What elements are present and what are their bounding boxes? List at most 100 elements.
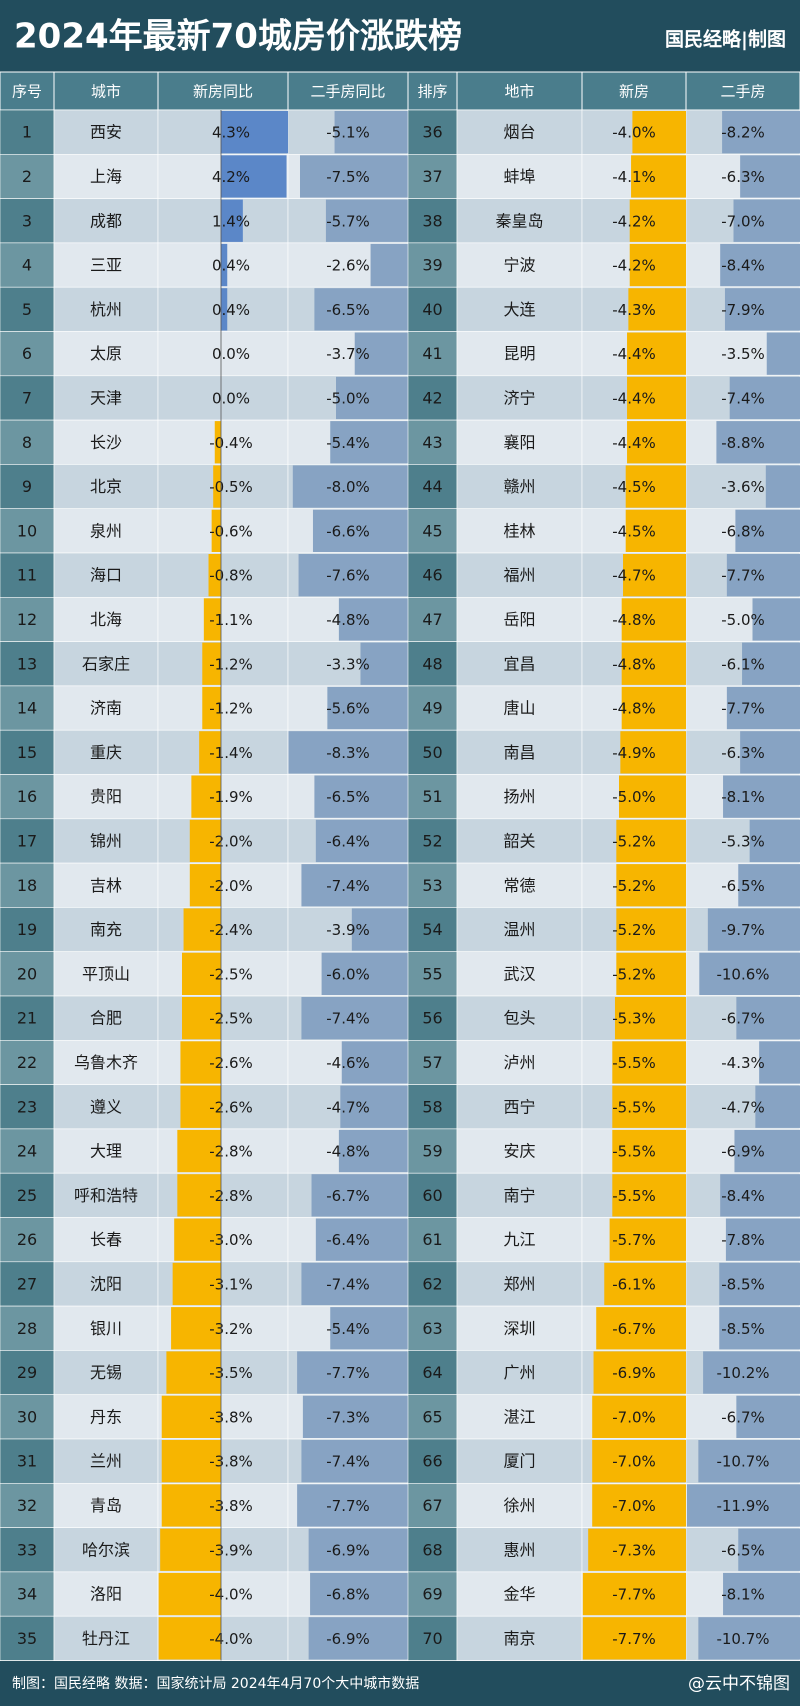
new-home-bar xyxy=(620,731,686,774)
city: 岳阳 xyxy=(503,610,535,629)
city: 郑州 xyxy=(503,1274,535,1293)
cell xyxy=(0,109,55,155)
rank: 24 xyxy=(17,1142,37,1161)
city: 长春 xyxy=(90,1230,122,1249)
column-header: 城市 xyxy=(91,83,121,101)
new-home-bar xyxy=(592,1440,686,1483)
cell xyxy=(456,818,583,864)
new-home-label: 0.0% xyxy=(212,389,250,407)
resale-bar xyxy=(755,1085,800,1128)
resale-label: -9.7% xyxy=(721,921,765,939)
new-home-bar xyxy=(612,1129,686,1173)
new-home-bar xyxy=(211,509,221,552)
cell xyxy=(407,1483,458,1528)
cell xyxy=(407,1172,458,1218)
rank: 13 xyxy=(17,654,37,673)
cell xyxy=(456,1261,583,1307)
cell xyxy=(407,774,458,820)
rank: 35 xyxy=(17,1629,37,1648)
resale-label: -3.3% xyxy=(326,655,370,673)
new-home-bar xyxy=(214,421,221,464)
resale-label: -7.4% xyxy=(721,389,765,407)
new-home-label: -3.8% xyxy=(209,1497,253,1515)
resale-bar xyxy=(298,554,408,597)
resale-bar xyxy=(686,1484,800,1527)
resale-bar xyxy=(351,908,408,951)
new-home-label: -2.6% xyxy=(209,1054,253,1072)
resale-label: -7.8% xyxy=(721,1231,765,1249)
resale-label: -7.4% xyxy=(326,1453,370,1471)
cell xyxy=(157,1040,289,1085)
new-home-bar xyxy=(161,1440,221,1483)
resale-bar xyxy=(288,731,408,774)
new-home-label: -1.2% xyxy=(209,700,253,718)
cell xyxy=(53,729,159,775)
resale-label: -2.6% xyxy=(326,257,370,275)
city: 乌鲁木齐 xyxy=(74,1053,138,1072)
resale-bar xyxy=(330,421,408,464)
new-home-label: -4.0% xyxy=(612,124,656,142)
cell xyxy=(407,552,458,598)
rank: 37 xyxy=(422,167,442,186)
resale-label: -7.3% xyxy=(326,1408,370,1426)
resale-bar xyxy=(729,376,800,420)
resale-bar xyxy=(300,155,408,198)
city: 扬州 xyxy=(503,787,535,806)
resale-bar xyxy=(726,686,800,730)
city: 徐州 xyxy=(503,1496,535,1515)
cell xyxy=(53,641,159,687)
rank: 27 xyxy=(17,1274,37,1293)
cell xyxy=(456,286,583,332)
new-home-bar xyxy=(180,1041,221,1084)
city: 重庆 xyxy=(90,743,122,762)
new-home-label: -6.1% xyxy=(612,1275,656,1293)
resale-bar xyxy=(301,997,408,1040)
city: 北海 xyxy=(90,610,122,629)
new-home-bar xyxy=(189,864,221,907)
cell xyxy=(157,818,289,864)
resale-label: -8.4% xyxy=(721,257,765,275)
resale-label: -8.5% xyxy=(721,1275,765,1293)
city: 蚌埠 xyxy=(503,167,535,186)
resale-bar xyxy=(370,243,408,287)
cell xyxy=(456,907,583,953)
new-home-bar xyxy=(161,1395,221,1438)
cell xyxy=(157,729,289,775)
new-home-label: -4.2% xyxy=(612,257,656,275)
cell xyxy=(53,1217,159,1263)
new-home-label: -0.8% xyxy=(209,567,253,585)
resale-bar xyxy=(720,1174,800,1217)
new-home-bar xyxy=(614,997,686,1040)
new-home-bar xyxy=(202,642,221,685)
rank: 63 xyxy=(422,1319,442,1338)
cell xyxy=(53,774,159,820)
rank: 12 xyxy=(17,610,37,629)
cell xyxy=(456,1350,583,1396)
new-home-label: -5.2% xyxy=(612,877,656,895)
cell xyxy=(0,1527,55,1573)
rank: 23 xyxy=(17,1097,37,1116)
cell xyxy=(456,729,583,775)
new-home-label: -7.7% xyxy=(612,1586,656,1604)
rank: 46 xyxy=(422,566,442,585)
resale-label: -6.1% xyxy=(721,655,765,673)
rank: 38 xyxy=(422,211,442,230)
rank: 17 xyxy=(17,831,37,850)
cell xyxy=(157,1084,289,1130)
cell xyxy=(456,154,583,199)
city: 广州 xyxy=(503,1363,535,1382)
resale-label: -7.6% xyxy=(326,567,370,585)
header-cell xyxy=(581,71,687,111)
cell xyxy=(456,596,583,642)
new-home-bar xyxy=(182,997,221,1040)
cell xyxy=(0,641,55,687)
rank: 51 xyxy=(422,787,442,806)
new-home-label: -2.5% xyxy=(209,1010,253,1028)
resale-bar xyxy=(722,111,800,154)
rank: 29 xyxy=(17,1363,37,1382)
column-header: 序号 xyxy=(12,83,42,101)
cell xyxy=(407,109,458,155)
city: 泉州 xyxy=(90,521,122,540)
cell xyxy=(53,331,159,377)
resale-label: -6.4% xyxy=(326,832,370,850)
